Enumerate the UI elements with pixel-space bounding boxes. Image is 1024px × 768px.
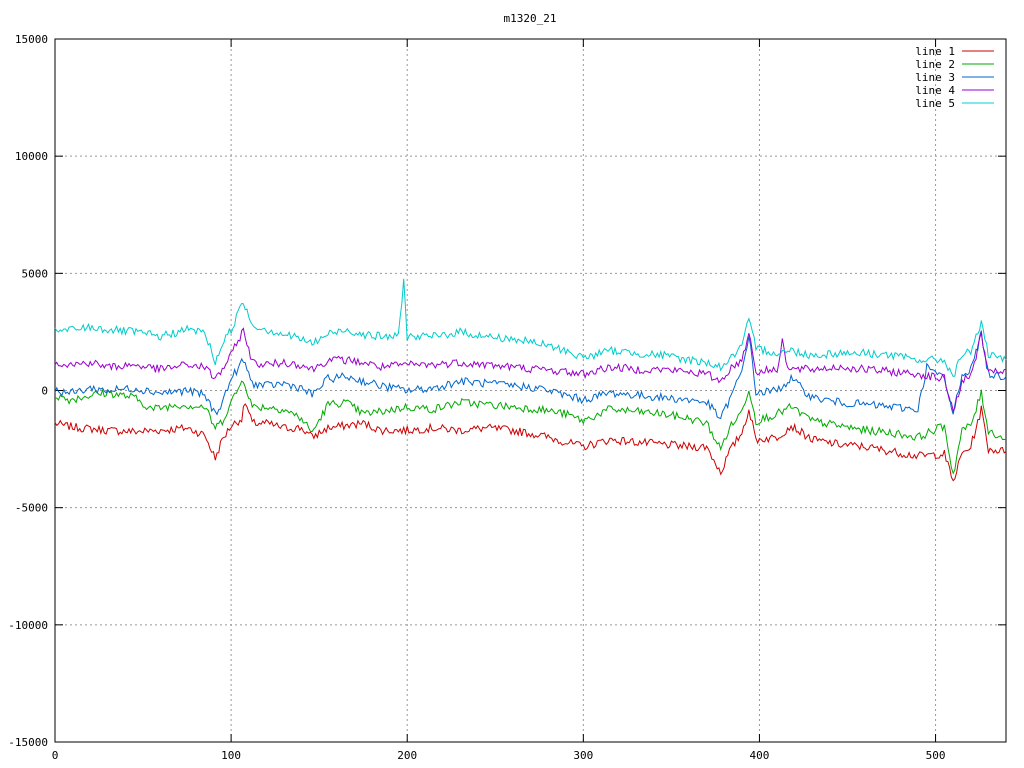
legend-label: line 1 xyxy=(915,45,955,58)
y-tick-label: -15000 xyxy=(8,736,48,749)
legend-label: line 4 xyxy=(915,84,955,97)
legend-label: line 2 xyxy=(915,58,955,71)
series-line-4 xyxy=(54,327,1007,413)
chart-title: m1320_21 xyxy=(504,12,557,25)
legend-label: line 5 xyxy=(915,97,955,110)
series-line-5 xyxy=(54,278,1007,378)
x-tick-label: 100 xyxy=(221,749,241,762)
y-tick-label: -10000 xyxy=(8,619,48,632)
y-tick-label: 5000 xyxy=(22,267,49,280)
y-tick-label: 15000 xyxy=(15,33,48,46)
axis-ticks: -15000 -10000 -5000 0 5000 10000 15000 0 100 200 3… xyxy=(8,33,1006,762)
x-tick-label: 0 xyxy=(52,749,59,762)
y-tick-label: 10000 xyxy=(15,150,48,163)
x-tick-label: 500 xyxy=(926,749,946,762)
series-lines xyxy=(54,278,1007,482)
y-tick-label: -5000 xyxy=(15,502,48,515)
x-tick-label: 400 xyxy=(750,749,770,762)
series-line-2 xyxy=(54,380,1007,475)
legend-label: line 3 xyxy=(915,71,955,84)
x-tick-label: 300 xyxy=(573,749,593,762)
y-tick-label: 0 xyxy=(41,385,48,398)
series-line-3 xyxy=(54,330,1007,420)
x-tick-label: 200 xyxy=(397,749,417,762)
series-line-1 xyxy=(54,403,1007,482)
